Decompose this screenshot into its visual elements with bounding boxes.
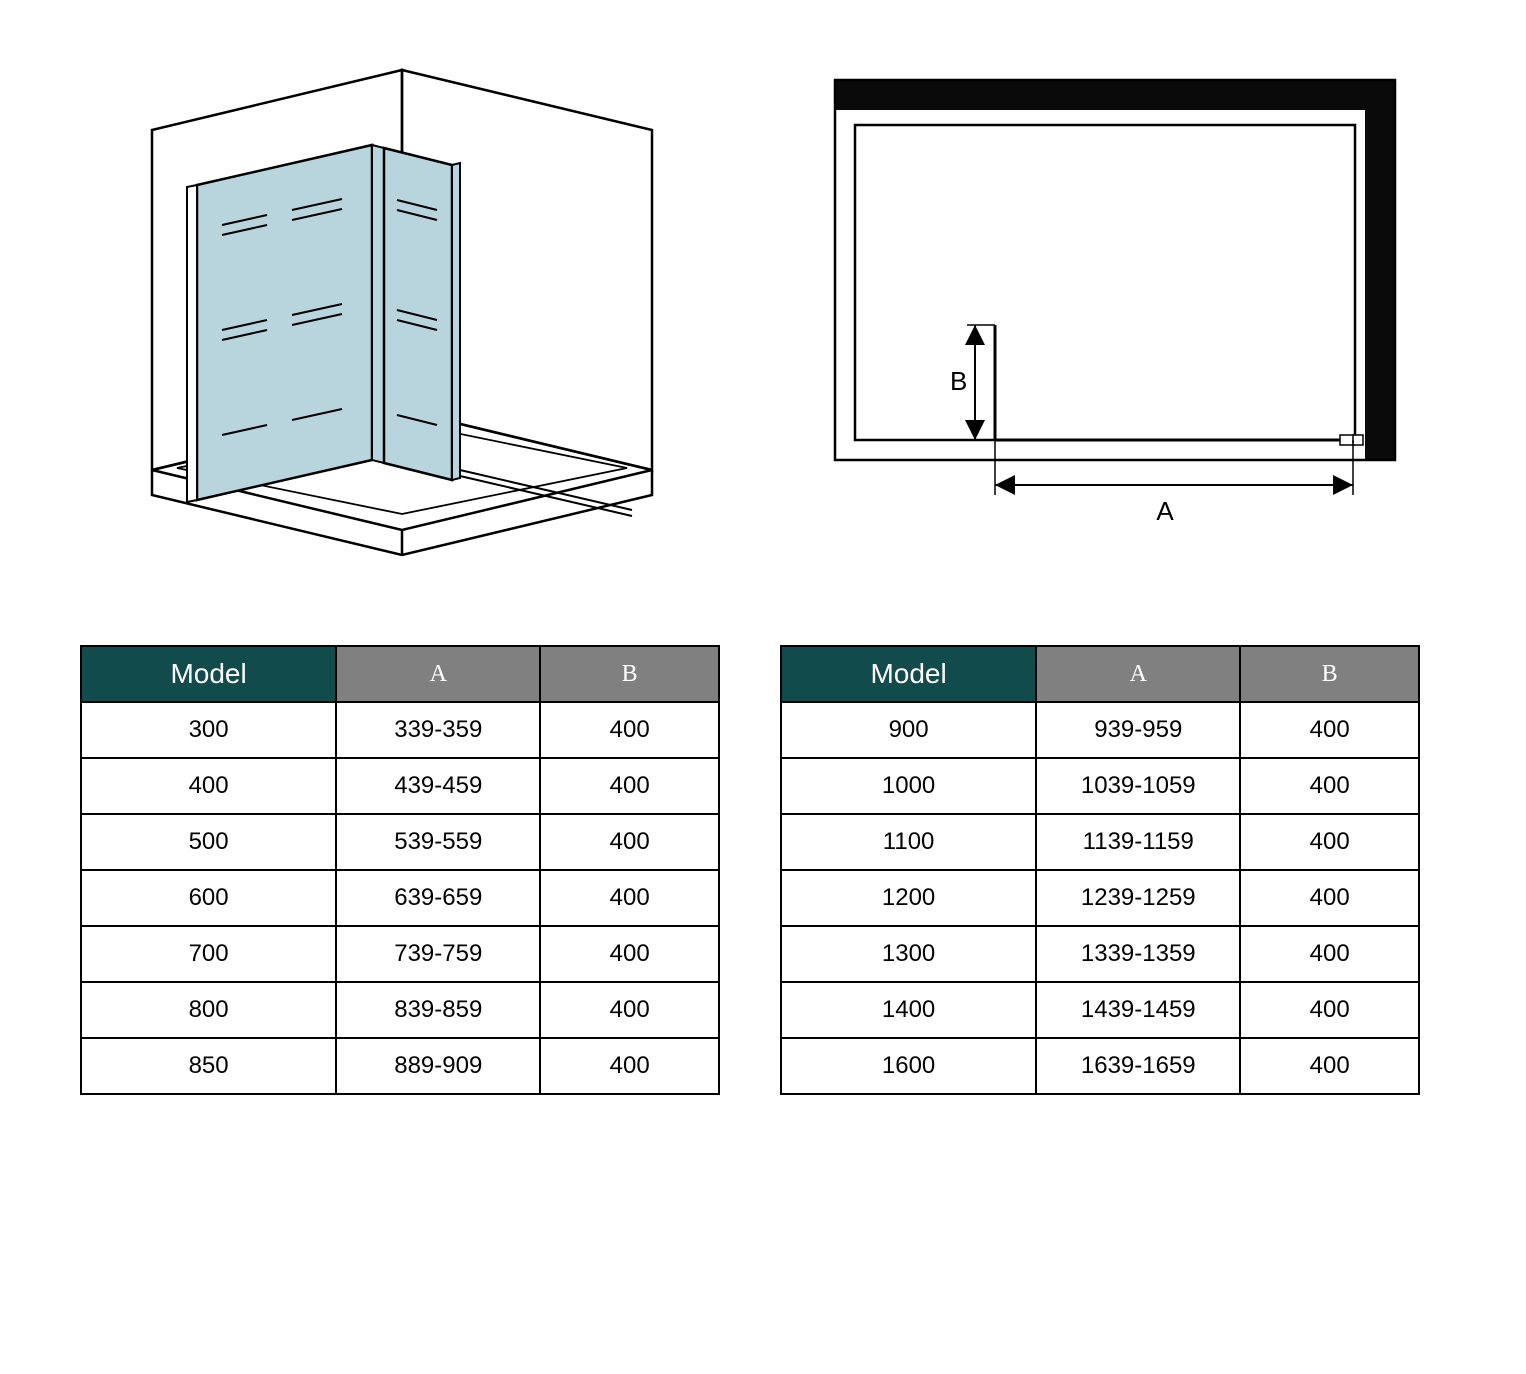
- table-body-right: 900939-95940010001039-105940011001139-11…: [781, 702, 1419, 1094]
- table-row: 600639-659400: [81, 870, 719, 926]
- plan-label-b: B: [950, 366, 967, 396]
- cell-b: 400: [1240, 1038, 1419, 1094]
- header-model: Model: [81, 646, 336, 702]
- cell-b: 400: [1240, 702, 1419, 758]
- cell-a: 639-659: [336, 870, 540, 926]
- cell-model: 900: [781, 702, 1036, 758]
- header-a: A: [1036, 646, 1240, 702]
- table-body-left: 300339-359400400439-459400500539-5594006…: [81, 702, 719, 1094]
- isometric-diagram: [92, 40, 692, 605]
- header-a: A: [336, 646, 540, 702]
- cell-model: 300: [81, 702, 336, 758]
- cell-b: 400: [540, 758, 719, 814]
- cell-model: 500: [81, 814, 336, 870]
- cell-a: 539-559: [336, 814, 540, 870]
- cell-a: 839-859: [336, 982, 540, 1038]
- cell-model: 1200: [781, 870, 1036, 926]
- cell-a: 1239-1259: [1036, 870, 1240, 926]
- table-row: 13001339-1359400: [781, 926, 1419, 982]
- cell-a: 1139-1159: [1036, 814, 1240, 870]
- cell-model: 850: [81, 1038, 336, 1094]
- plan-label-a: A: [1156, 496, 1174, 526]
- table-row: 850889-909400: [81, 1038, 719, 1094]
- table-row: 400439-459400: [81, 758, 719, 814]
- header-b: B: [1240, 646, 1419, 702]
- cell-b: 400: [540, 1038, 719, 1094]
- cell-model: 1600: [781, 1038, 1036, 1094]
- table-header-row: Model A B: [781, 646, 1419, 702]
- cell-b: 400: [1240, 982, 1419, 1038]
- cell-model: 1400: [781, 982, 1036, 1038]
- cell-a: 339-359: [336, 702, 540, 758]
- cell-b: 400: [540, 702, 719, 758]
- cell-a: 889-909: [336, 1038, 540, 1094]
- table-header-row: Model A B: [81, 646, 719, 702]
- table-row: 14001439-1459400: [781, 982, 1419, 1038]
- table-row: 10001039-1059400: [781, 758, 1419, 814]
- dimensions-table-left: Model A B 300339-359400400439-4594005005…: [80, 645, 720, 1095]
- table-row: 16001639-1659400: [781, 1038, 1419, 1094]
- cell-b: 400: [540, 870, 719, 926]
- cell-model: 1000: [781, 758, 1036, 814]
- diagrams-row: B A: [40, 40, 1486, 605]
- header-b: B: [540, 646, 719, 702]
- table-row: 11001139-1159400: [781, 814, 1419, 870]
- table-row: 700739-759400: [81, 926, 719, 982]
- cell-model: 1300: [781, 926, 1036, 982]
- cell-b: 400: [1240, 926, 1419, 982]
- page-container: B A Model A B 300339-359400400439-459400…: [40, 40, 1486, 1095]
- tables-row: Model A B 300339-359400400439-4594005005…: [40, 645, 1486, 1095]
- cell-model: 1100: [781, 814, 1036, 870]
- table-row: 800839-859400: [81, 982, 719, 1038]
- cell-a: 1039-1059: [1036, 758, 1240, 814]
- table-row: 12001239-1259400: [781, 870, 1419, 926]
- cell-b: 400: [1240, 814, 1419, 870]
- cell-model: 400: [81, 758, 336, 814]
- cell-a: 439-459: [336, 758, 540, 814]
- cell-b: 400: [540, 814, 719, 870]
- cell-model: 800: [81, 982, 336, 1038]
- cell-a: 1439-1459: [1036, 982, 1240, 1038]
- header-model: Model: [781, 646, 1036, 702]
- plan-diagram: B A: [795, 40, 1435, 605]
- cell-a: 939-959: [1036, 702, 1240, 758]
- cell-b: 400: [1240, 758, 1419, 814]
- cell-b: 400: [540, 982, 719, 1038]
- dimensions-table-right: Model A B 900939-95940010001039-10594001…: [780, 645, 1420, 1095]
- table-row: 900939-959400: [781, 702, 1419, 758]
- cell-a: 1339-1359: [1036, 926, 1240, 982]
- table-row: 500539-559400: [81, 814, 719, 870]
- table-row: 300339-359400: [81, 702, 719, 758]
- cell-b: 400: [540, 926, 719, 982]
- cell-model: 600: [81, 870, 336, 926]
- cell-a: 1639-1659: [1036, 1038, 1240, 1094]
- cell-model: 700: [81, 926, 336, 982]
- cell-a: 739-759: [336, 926, 540, 982]
- cell-b: 400: [1240, 870, 1419, 926]
